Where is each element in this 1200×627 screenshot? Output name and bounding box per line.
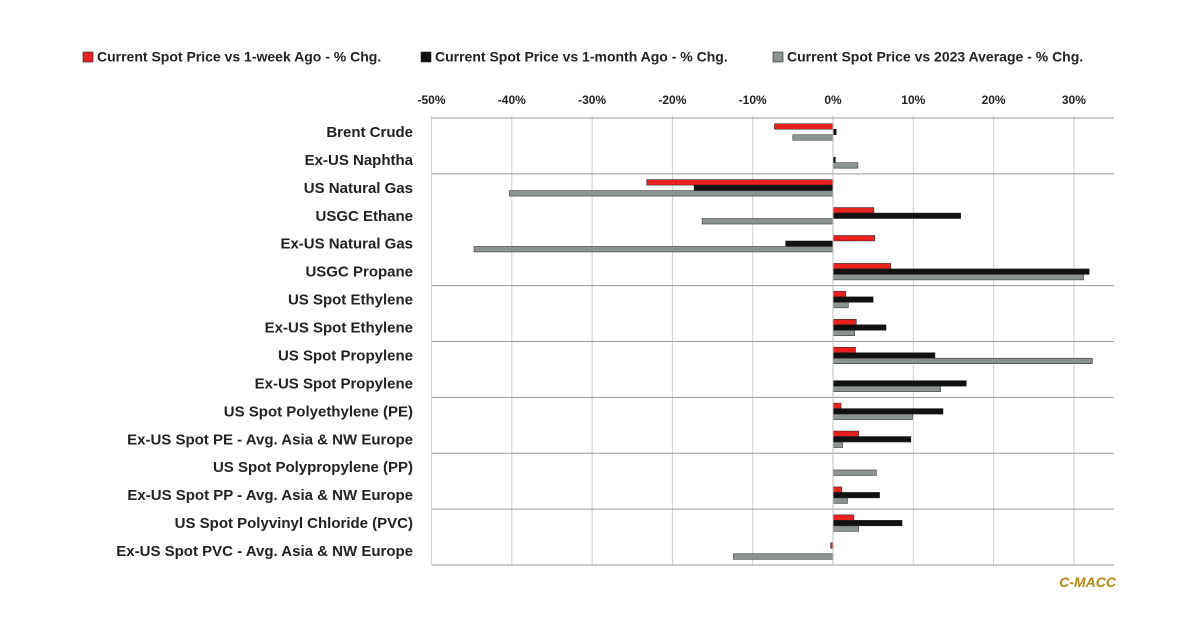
bar: [832, 408, 944, 415]
bar: [832, 486, 843, 493]
bar: [832, 302, 849, 309]
x-tick-label: 20%: [982, 93, 1006, 107]
category-label: Ex-US Spot PE - Avg. Asia & NW Europe: [127, 431, 413, 448]
bar: [774, 123, 834, 130]
category-label: US Spot Polyvinyl Chloride (PVC): [175, 515, 413, 532]
category-label: US Spot Propylene: [278, 347, 413, 364]
group-separators: [432, 117, 1114, 566]
source-label: C-MACC: [1059, 574, 1117, 590]
bar: [832, 525, 859, 532]
x-tick-label: -10%: [739, 93, 767, 107]
category-label: Ex-US Naphtha: [305, 152, 414, 169]
bar: [832, 291, 847, 298]
x-tick-label: -30%: [578, 93, 606, 107]
x-tick-label: -50%: [417, 93, 445, 107]
category-label: US Natural Gas: [304, 180, 413, 197]
bar: [832, 441, 843, 448]
bar: [509, 190, 834, 197]
category-label: Ex-US Spot Propylene: [255, 375, 413, 392]
bar: [832, 263, 892, 270]
bar: [832, 492, 880, 499]
bar: [832, 346, 856, 353]
bar: [832, 274, 1084, 281]
legend: Current Spot Price vs 1-week Ago - % Chg…: [82, 49, 1083, 65]
bar: [701, 218, 834, 225]
legend-swatch-2: [420, 51, 432, 63]
bar: [832, 162, 859, 169]
bar: [832, 385, 941, 392]
x-tick-label: 30%: [1062, 93, 1086, 107]
bar: [832, 413, 913, 420]
bar: [693, 184, 834, 191]
bar: [832, 436, 912, 443]
bar: [832, 207, 875, 214]
bar: [832, 352, 936, 359]
category-label: Brent Crude: [326, 124, 413, 141]
legend-swatch-3: [772, 51, 784, 63]
x-tick-label: -40%: [498, 93, 526, 107]
x-tick-label: -20%: [658, 93, 686, 107]
bar: [832, 235, 876, 242]
bar: [832, 380, 967, 387]
bar: [646, 179, 834, 186]
bar: [832, 268, 1090, 275]
bar: [832, 520, 903, 527]
bar: [832, 469, 877, 476]
bar: [832, 296, 874, 303]
x-axis-ticks: -50% -40% -30% -20% -10% 0% 10% 20% 30%: [417, 93, 1086, 107]
bar: [832, 514, 855, 521]
x-tick-label: 10%: [901, 93, 925, 107]
bar: [785, 240, 834, 247]
bar: [792, 134, 834, 141]
category-label: US Spot Ethylene: [288, 292, 413, 309]
category-label: Ex-US Spot Ethylene: [265, 320, 413, 337]
legend-label-3: Current Spot Price vs 2023 Average - % C…: [787, 49, 1083, 65]
category-labels: Brent Crude Ex-US Naphtha US Natural Gas US…: [116, 124, 413, 560]
bar: [832, 497, 848, 504]
bar: [832, 319, 857, 326]
legend-label-2: Current Spot Price vs 1-month Ago - % Ch…: [435, 49, 728, 65]
category-label: Ex-US Spot PVC - Avg. Asia & NW Europe: [116, 543, 413, 560]
bar: [832, 357, 1093, 364]
legend-swatch-1: [82, 51, 94, 63]
category-label: US Spot Polypropylene (PP): [213, 459, 413, 476]
category-label: Ex-US Spot PP - Avg. Asia & NW Europe: [127, 487, 413, 504]
bar: [832, 212, 961, 219]
x-tick-label: 0%: [824, 93, 842, 107]
bar: [832, 330, 855, 337]
category-label: USGC Ethane: [315, 208, 413, 225]
bar: [473, 246, 834, 253]
bars: [473, 123, 1093, 560]
bar: [832, 430, 859, 437]
category-label: USGC Propane: [305, 264, 413, 281]
category-label: US Spot Polyethylene (PE): [224, 403, 413, 420]
category-label: Ex-US Natural Gas: [280, 236, 413, 253]
legend-label-1: Current Spot Price vs 1-week Ago - % Chg…: [97, 49, 381, 65]
bar: [832, 402, 842, 409]
bar: [733, 553, 834, 560]
bar: [832, 324, 887, 331]
